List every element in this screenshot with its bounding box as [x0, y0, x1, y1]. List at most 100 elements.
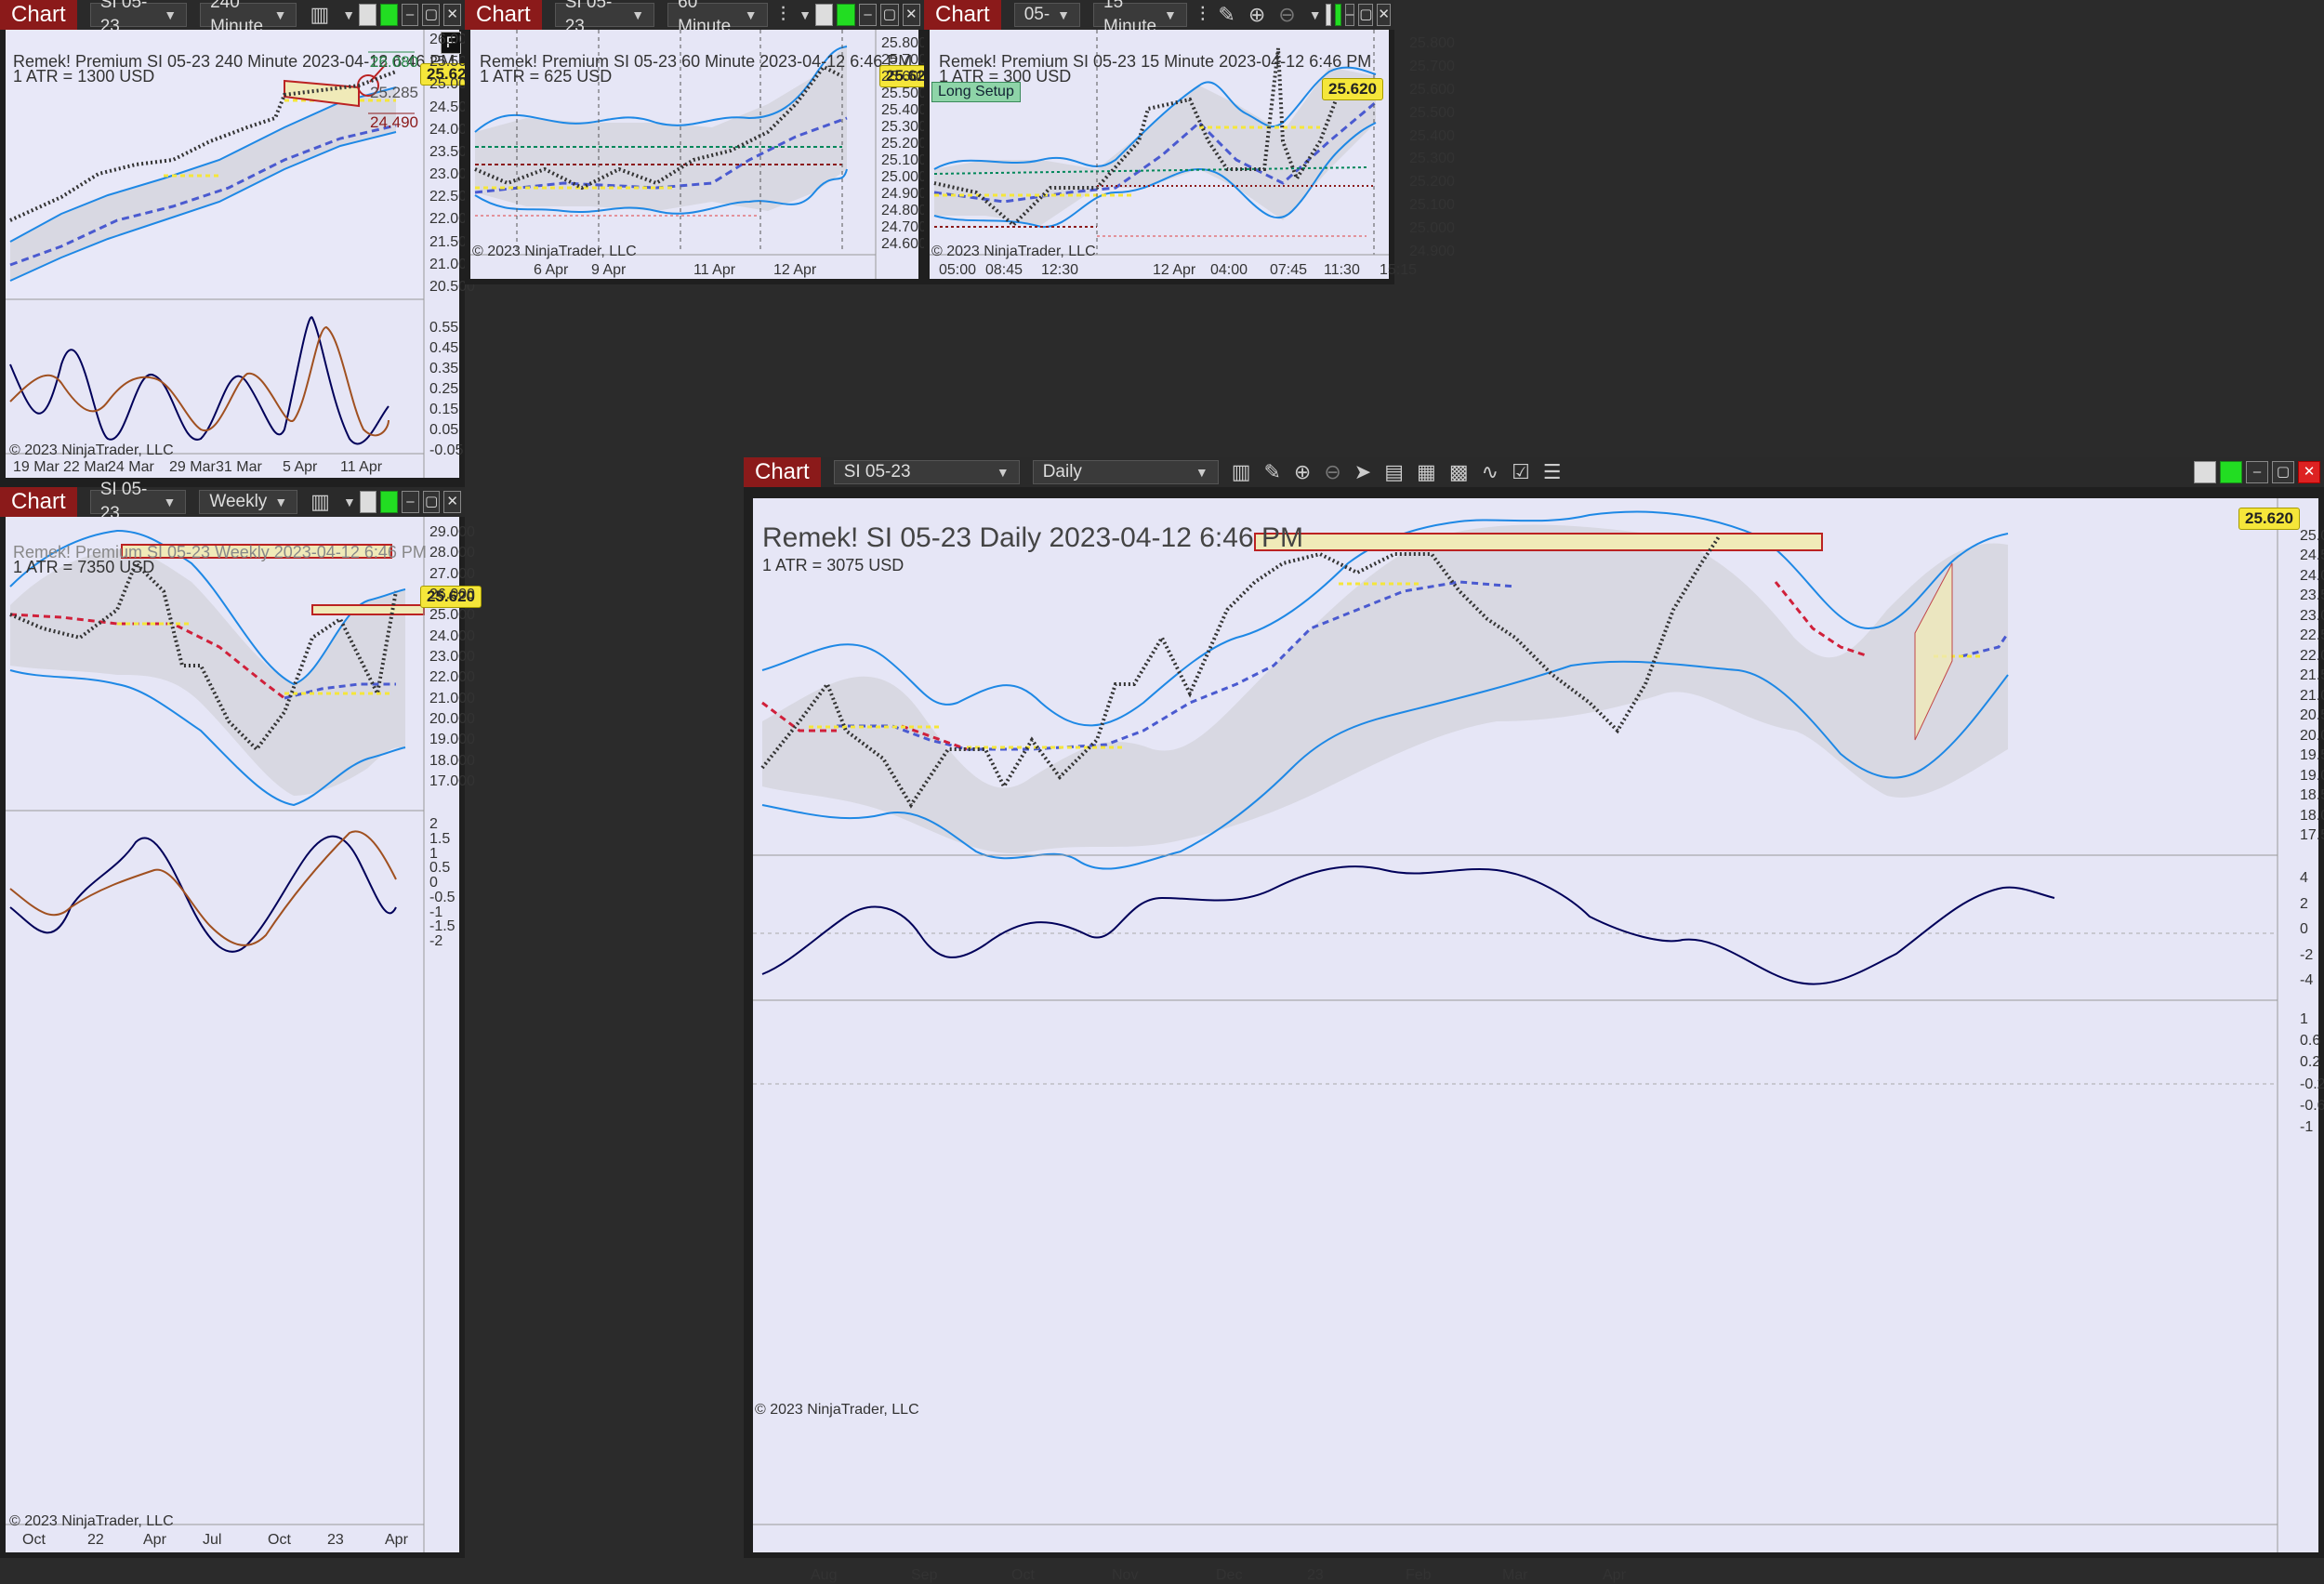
chevron-down-icon[interactable]: ▼ — [799, 7, 812, 22]
axis-tick-label: 18.000 — [2300, 807, 2324, 824]
close-icon[interactable]: ✕ — [1377, 4, 1391, 26]
link-button[interactable] — [2194, 461, 2216, 483]
draw-tool-icon[interactable]: ✎ — [1263, 460, 1281, 483]
maximize-icon[interactable]: ▢ — [422, 491, 441, 513]
link-button[interactable] — [814, 4, 834, 26]
time-tick-label: Apr — [143, 1532, 166, 1548]
chart-canvas[interactable]: Remek! Premium SI 05-23 60 Minute 2023-0… — [470, 30, 941, 279]
instrument-select[interactable]: SI 05-23▼ — [89, 480, 187, 523]
chart-menu-tab[interactable]: Chart — [924, 0, 1001, 30]
axis-tick-label: 25.600 — [1409, 81, 1455, 98]
maximize-icon[interactable]: ▢ — [880, 4, 899, 26]
link-button[interactable] — [359, 4, 376, 26]
axis-tick-label: 1.5 — [429, 830, 451, 847]
chart-menu-tab[interactable]: Chart — [0, 487, 77, 517]
axis-tick-label: 23.500 — [429, 143, 475, 160]
template-icon[interactable]: ▦ — [1417, 460, 1436, 483]
bar-style-icon[interactable]: ▥ — [1231, 460, 1251, 483]
minimize-icon[interactable]: – — [2246, 461, 2268, 483]
time-tick-label: 08:45 — [985, 262, 1023, 278]
axis-tick-label: 21.000 — [429, 690, 475, 706]
chart-canvas[interactable]: Remek! Premium SI 05-23 15 Minute 2023-0… — [930, 30, 1455, 279]
chevron-down-icon[interactable]: ▼ — [342, 7, 356, 22]
close-icon[interactable]: ✕ — [2298, 461, 2320, 483]
chart-menu-tab[interactable]: Chart — [0, 0, 77, 30]
time-tick-label: Sep — [911, 1567, 938, 1583]
toolbar: Chart SI 05-23 ▼ Daily ▼ ▥ ✎ ⊕ ⊖ ➤ ▤ ▦ ▩ ∿… — [744, 457, 2324, 487]
chart-canvas[interactable]: Remek! SI 05-23 Daily 2023-04-12 6:46 PM… — [753, 498, 2324, 1583]
minimize-icon[interactable]: – — [1344, 4, 1355, 26]
bar-style-icon[interactable]: ▥ — [310, 490, 330, 513]
axis-tick-label: 23.500 — [2300, 587, 2324, 604]
time-tick-label: 07:45 — [1270, 262, 1308, 278]
link-color-button[interactable] — [1335, 4, 1341, 26]
properties-icon[interactable]: ☑ — [1512, 460, 1530, 483]
zoom-out-icon[interactable]: ⊖ — [1324, 460, 1341, 483]
maximize-icon[interactable]: ▢ — [2272, 461, 2294, 483]
link-button[interactable] — [359, 491, 377, 513]
axis-tick-label: -1 — [429, 904, 443, 920]
axis-tick-label: 0.2 — [2300, 1054, 2321, 1071]
close-icon[interactable]: ✕ — [443, 4, 461, 26]
zoom-out-icon[interactable]: ⊖ — [1278, 3, 1296, 26]
minimize-icon[interactable]: – — [401, 4, 419, 26]
link-button[interactable] — [1325, 4, 1332, 26]
axis-tick-label: 24.000 — [429, 121, 475, 138]
chevron-down-icon: ▼ — [996, 465, 1010, 480]
time-tick-label: 23 — [1307, 1567, 1324, 1583]
maximize-icon[interactable]: ▢ — [1358, 4, 1374, 26]
interval-select[interactable]: Daily ▼ — [1032, 460, 1219, 484]
interval-select[interactable]: Weekly ▼ — [199, 490, 298, 514]
chart-svg — [470, 30, 877, 279]
link-color-button[interactable] — [2220, 461, 2242, 483]
link-color-button[interactable] — [380, 491, 399, 513]
instrument-select[interactable]: SI 05-23▼ — [833, 460, 1020, 484]
axis-tick-label: 25.700 — [881, 52, 927, 68]
chart-menu-tab[interactable]: Chart — [465, 0, 542, 30]
chevron-down-icon: ▼ — [163, 495, 177, 509]
chart-window-240min: Chart SI 05-23 ▼ 240 Minute ▼ ▥ ▼ – ▢ ✕ — [0, 0, 482, 483]
instrument-select[interactable]: SI 05-23▼ — [1013, 3, 1081, 48]
minimize-icon[interactable]: – — [402, 491, 419, 513]
chart-canvas[interactable]: Remek! Premium SI 05-23 Weekly 2023-04-1… — [6, 517, 482, 1552]
minimize-icon[interactable]: – — [858, 4, 878, 26]
time-tick-label: Aug — [811, 1567, 838, 1583]
axis-tick-label: 1 — [429, 845, 438, 862]
data-box-icon[interactable]: ▤ — [1384, 460, 1405, 483]
interval-select[interactable]: 60 Minute ▼ — [667, 0, 768, 36]
interval-select[interactable]: 15 Minute ▼ — [1093, 0, 1187, 36]
axis-tick-label: 25.300 — [1409, 151, 1455, 167]
axis-tick-label: -0.6 — [2300, 1097, 2324, 1114]
strategies-icon[interactable]: ∿ — [1481, 460, 1499, 483]
f-button[interactable]: F — [441, 32, 461, 54]
chart-canvas[interactable]: Remek! Premium SI 05-23 240 Minute 2023-… — [6, 30, 482, 478]
axis-tick-label: -0.5 — [429, 889, 456, 905]
zoom-in-icon[interactable]: ⊕ — [1248, 3, 1266, 26]
axis-tick-label: 25.100 — [1409, 197, 1455, 214]
link-color-button[interactable] — [379, 4, 398, 26]
time-tick-label: 11 Apr — [340, 459, 383, 475]
bar-style-icon[interactable]: ⫶ — [1199, 3, 1206, 26]
pointer-icon[interactable]: ➤ — [1353, 460, 1372, 483]
axis-tick-label: 19.000 — [2300, 767, 2324, 784]
axis-tick-label: 24.700 — [881, 219, 927, 235]
target-price-label: 26.080 — [370, 53, 418, 71]
interval-select[interactable]: 240 Minute ▼ — [200, 0, 297, 36]
maximize-icon[interactable]: ▢ — [422, 4, 441, 26]
link-color-button[interactable] — [837, 4, 855, 26]
last-price-badge: 25.620 — [2238, 508, 2300, 530]
indicators-icon[interactable]: ▩ — [1448, 460, 1469, 483]
chevron-down-icon[interactable]: ▼ — [1308, 7, 1322, 22]
list-icon[interactable]: ☰ — [1542, 460, 1562, 483]
bar-style-icon[interactable]: ⫶ — [780, 3, 786, 26]
close-icon[interactable]: ✕ — [443, 491, 462, 513]
close-icon[interactable]: ✕ — [902, 4, 920, 26]
chevron-down-icon[interactable]: ▼ — [342, 495, 356, 509]
draw-tool-icon[interactable]: ✎ — [1218, 3, 1235, 26]
axis-tick-label: 25.100 — [881, 152, 927, 168]
instrument-select[interactable]: SI 05-23▼ — [554, 0, 655, 36]
bar-style-icon[interactable]: ▥ — [310, 3, 330, 26]
chart-menu-tab[interactable]: Chart — [744, 457, 821, 487]
zoom-in-icon[interactable]: ⊕ — [1293, 460, 1312, 483]
instrument-select[interactable]: SI 05-23▼ — [89, 0, 188, 36]
